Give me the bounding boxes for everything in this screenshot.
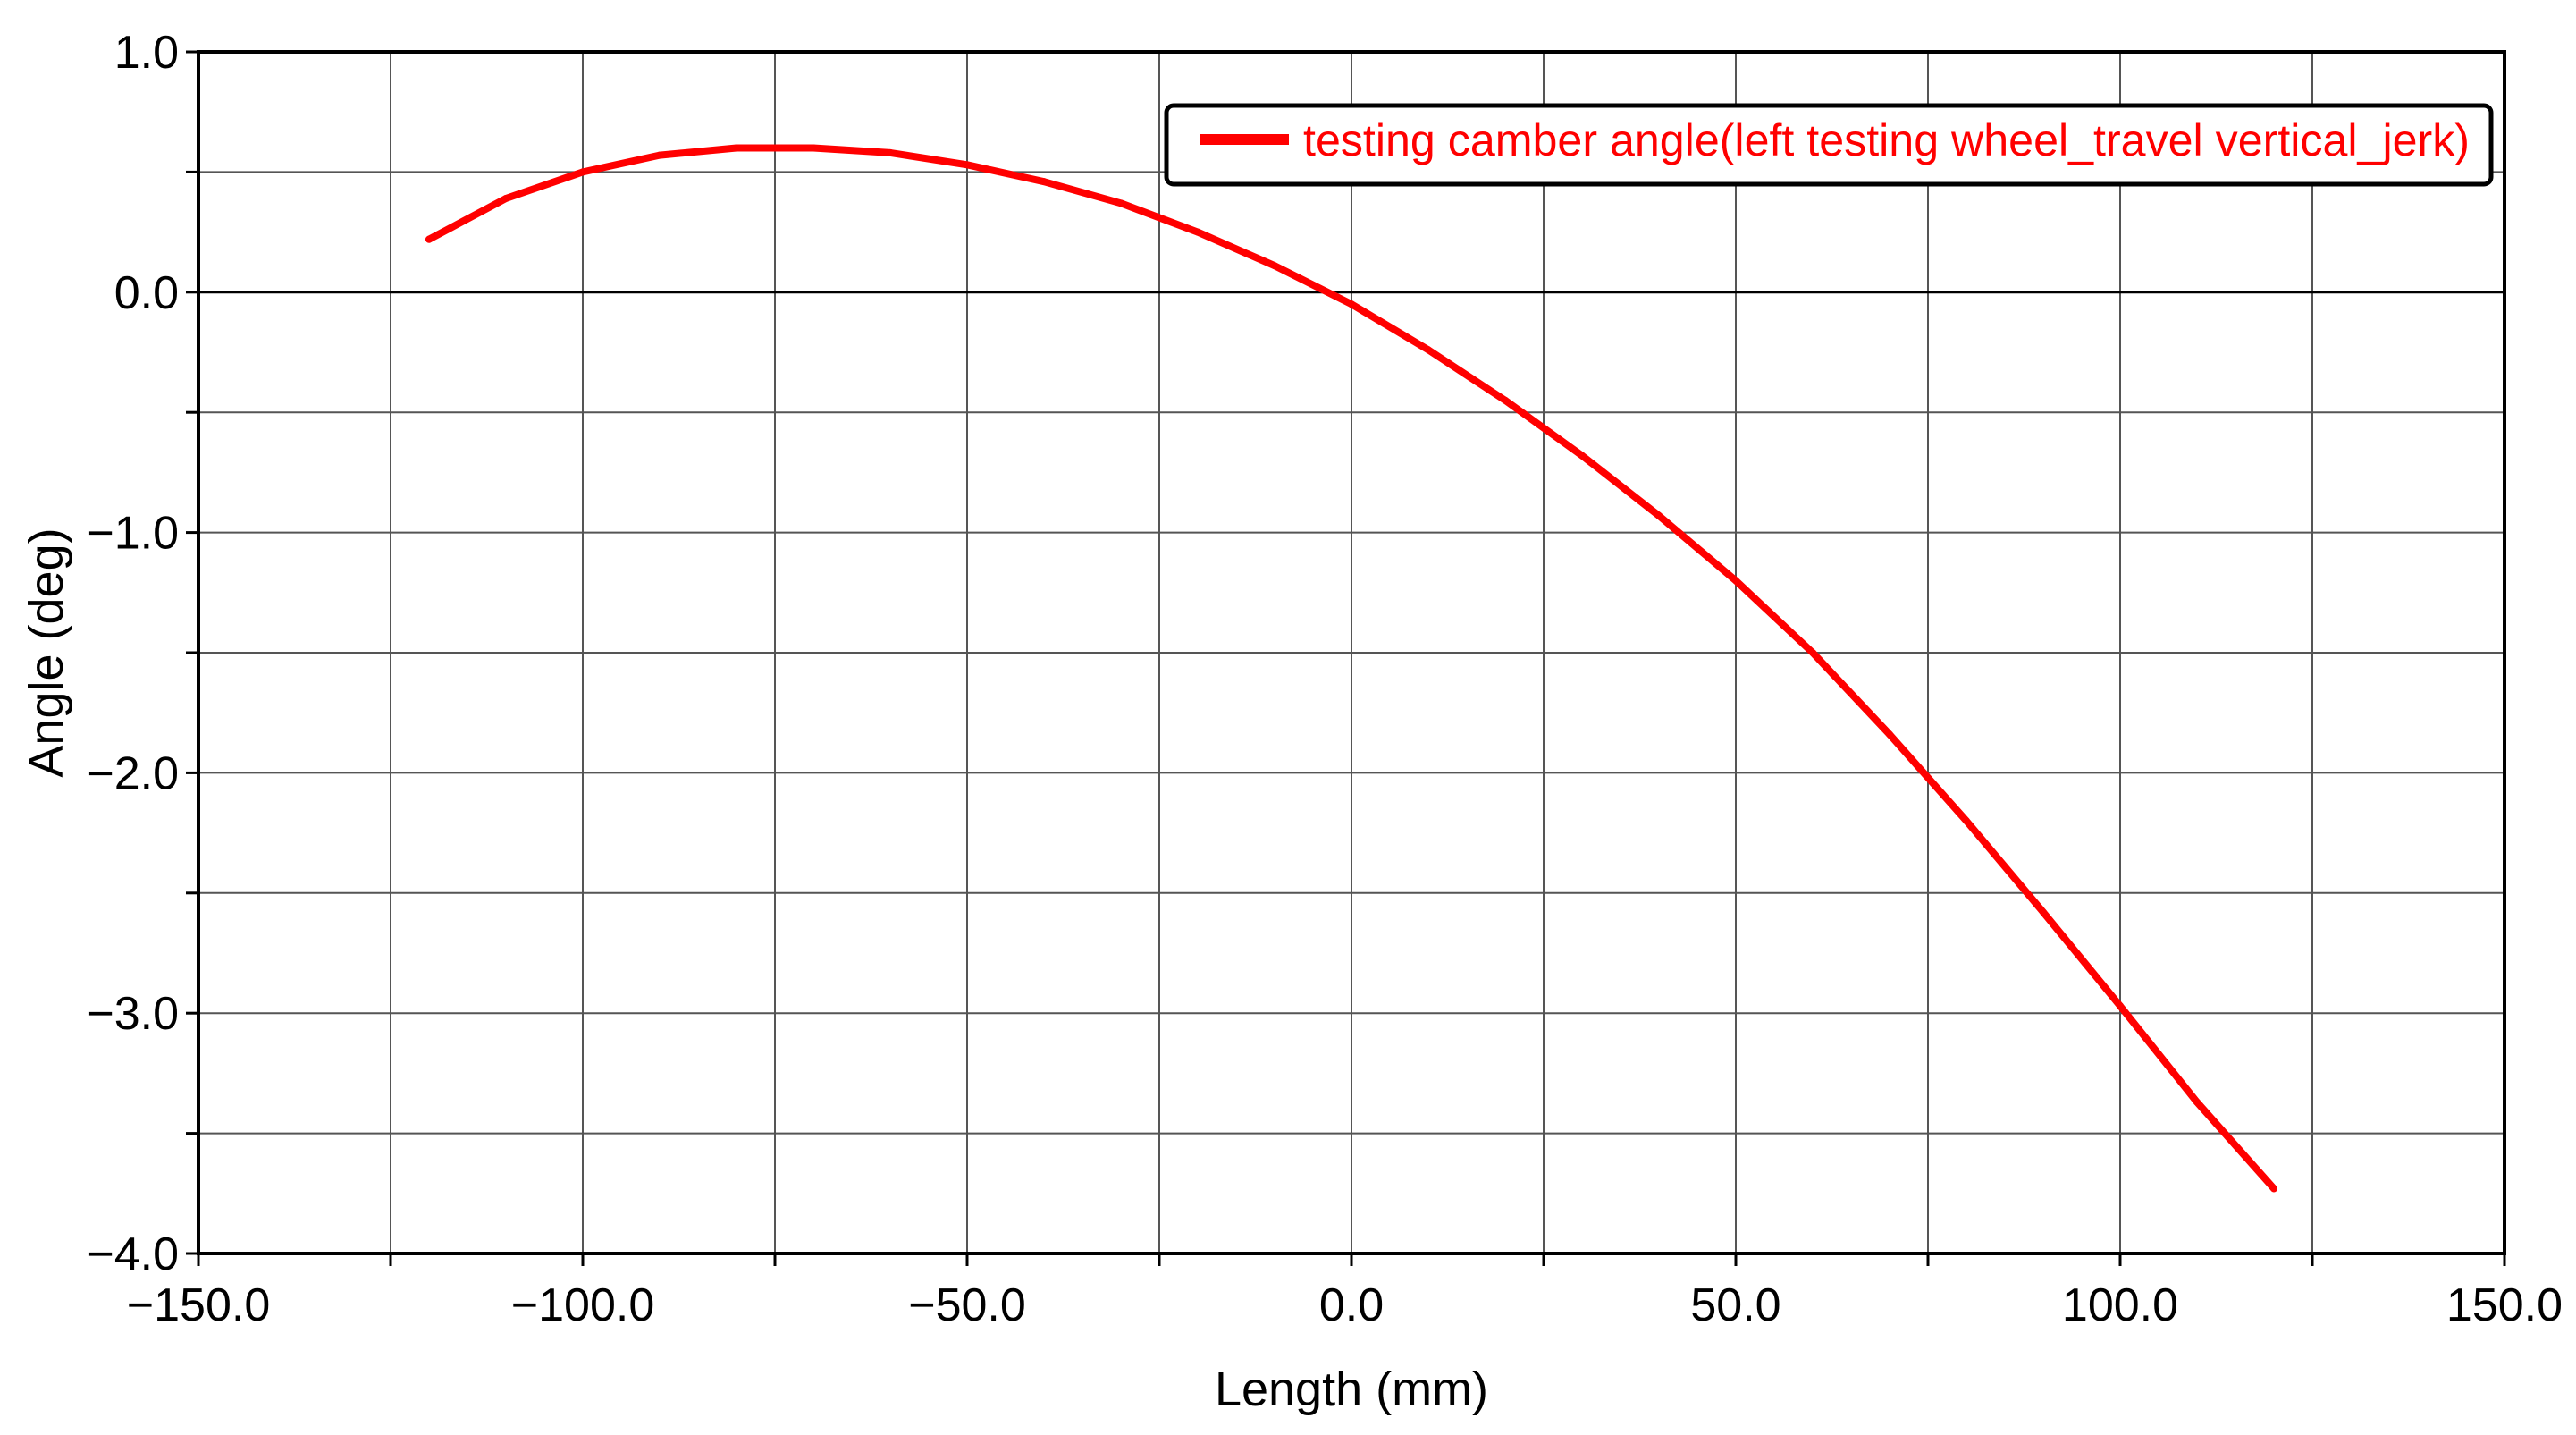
data-point [1425,346,1432,354]
data-point [2270,1185,2277,1193]
x-tick-label: 150.0 [2446,1279,2563,1331]
data-point [2117,1002,2124,1010]
legend: testing camber angle(left testing wheel_… [1164,103,2494,187]
data-point [1578,452,1586,460]
y-axis-title: Angle (deg) [20,528,73,777]
legend-box [1164,103,2494,187]
data-point [733,144,740,152]
data-point [2193,1098,2201,1106]
data-point [1963,817,1970,825]
x-tick-labels: −150.0 −100.0 −50.0 0.0 50.0 100.0 150.0 [127,1279,2563,1331]
data-point [887,148,894,156]
y-tick-label: 1.0 [114,27,179,79]
data-point [1040,178,1048,186]
data-point [1809,649,1816,656]
x-tick-label: −50.0 [908,1279,1026,1331]
y-tick-label: −2.0 [87,747,179,799]
y-tick-label: −1.0 [87,508,179,560]
x-tick-label: −150.0 [127,1279,271,1331]
y-tick-label: −4.0 [87,1228,179,1280]
y-tick-label: −3.0 [87,988,179,1040]
legend-label: testing camber angle(left testing wheel_… [1303,115,2470,165]
data-point [1348,300,1355,308]
data-point [1502,396,1509,404]
x-axis-title: Length (mm) [1215,1363,1488,1416]
minor-ticks [186,50,2506,1266]
grid [198,52,2504,1254]
data-point [1117,199,1124,207]
data-point [425,235,433,243]
plot-frame [197,50,2506,1255]
data-point [579,168,586,176]
data-point [1732,577,1739,585]
data-point [1655,511,1663,519]
x-tick-label: 100.0 [2062,1279,2178,1331]
y-tick-label: 0.0 [114,267,179,319]
data-point [1271,262,1278,270]
data-point [502,194,509,202]
data-point [656,151,663,159]
x-tick-label: −100.0 [511,1279,655,1331]
data-point [2040,908,2047,916]
data-point [1194,228,1201,236]
x-tick-label: 50.0 [1690,1279,1780,1331]
y-tick-labels: 1.0 0.0 −1.0 −2.0 −3.0 −4.0 [87,27,179,1280]
x-tick-label: 0.0 [1319,1279,1384,1331]
data-point [810,144,817,152]
series-layer [425,144,2277,1193]
data-point [1886,730,1893,739]
data-point [964,161,971,169]
